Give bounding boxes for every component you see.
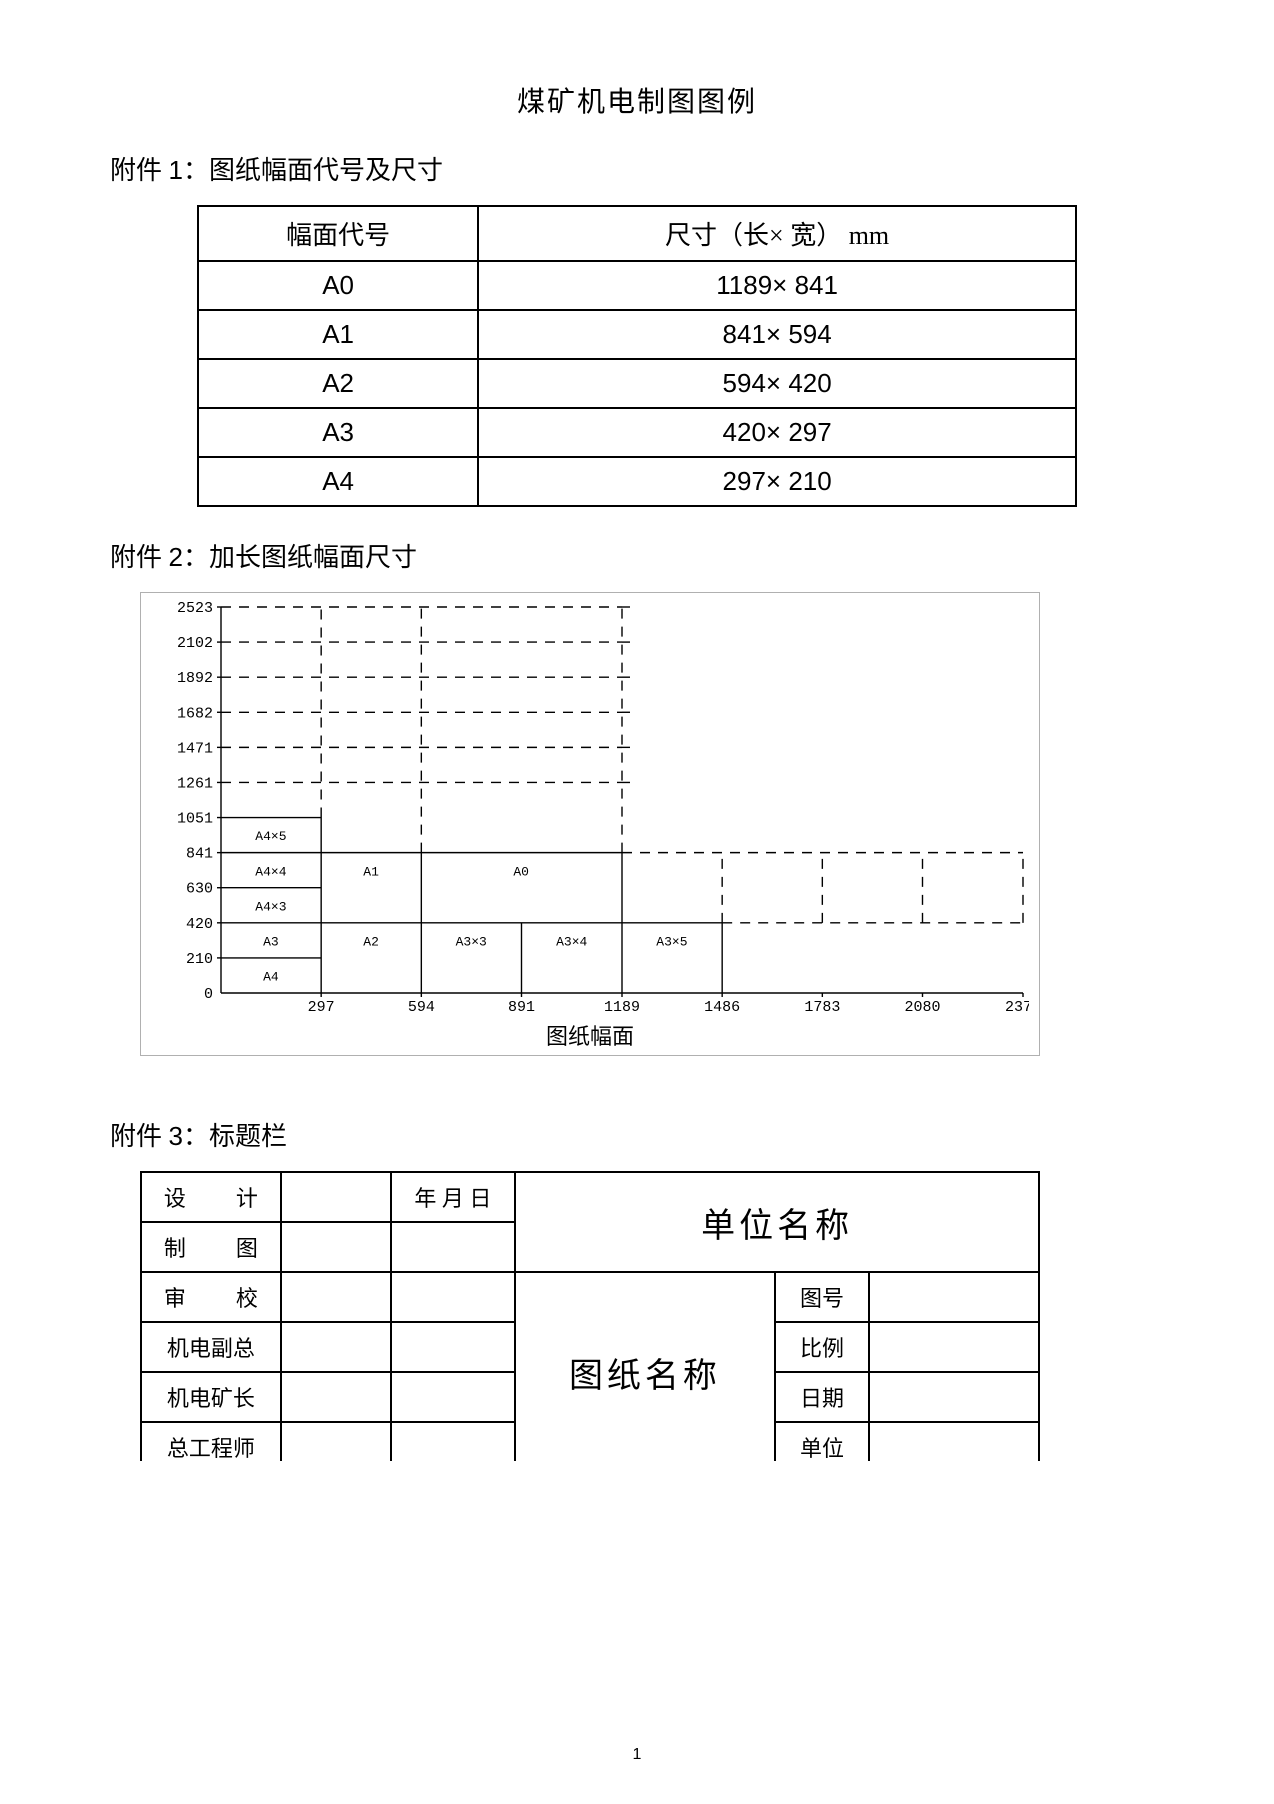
svg-text:297: 297 xyxy=(308,999,335,1016)
tb-blank xyxy=(281,1172,391,1222)
tb-blank xyxy=(281,1422,391,1461)
tb-blank xyxy=(869,1422,1039,1461)
heading-num: 3 xyxy=(169,1121,183,1151)
svg-text:2080: 2080 xyxy=(904,999,940,1016)
svg-text:1486: 1486 xyxy=(704,999,740,1016)
page-number: 1 xyxy=(0,1746,1274,1764)
paper-size-table: 幅面代号 尺寸（长× 宽） mm A01189× 841A1841× 594A2… xyxy=(197,205,1077,507)
titleblock-table: 设 计 年 月 日 单位名称 制 图 审 校 图纸名称 图号 机电副总 xyxy=(140,1171,1040,1461)
svg-text:2102: 2102 xyxy=(177,635,213,652)
attachment2-heading: 附件 2：加长图纸幅面尺寸 xyxy=(110,537,1164,574)
heading-num: 1 xyxy=(169,155,183,185)
size-table-col2: 尺寸（长× 宽） mm xyxy=(478,206,1076,261)
svg-text:A3: A3 xyxy=(263,934,279,949)
svg-text:891: 891 xyxy=(508,999,535,1016)
svg-text:A3×3: A3×3 xyxy=(456,934,487,949)
tb-blank xyxy=(391,1422,516,1461)
svg-text:A4×5: A4×5 xyxy=(255,829,286,844)
tb-left-0: 设 计 xyxy=(141,1172,281,1222)
tb-left-2: 审 校 xyxy=(141,1272,281,1322)
svg-text:1783: 1783 xyxy=(804,999,840,1016)
svg-text:A4×3: A4×3 xyxy=(255,899,286,914)
tb-blank xyxy=(281,1222,391,1272)
tb-blank xyxy=(869,1372,1039,1422)
heading-suffix: ：加长图纸幅面尺寸 xyxy=(183,543,417,572)
size-code: A0 xyxy=(198,261,478,310)
tb-left-4: 机电矿长 xyxy=(141,1372,281,1422)
tb-unit-name: 单位名称 xyxy=(515,1172,1039,1272)
chart-caption: 图纸幅面 xyxy=(151,1019,1029,1051)
tb-right-0: 图号 xyxy=(775,1272,870,1322)
svg-text:1682: 1682 xyxy=(177,705,213,722)
tb-right-1: 比例 xyxy=(775,1322,870,1372)
svg-text:594: 594 xyxy=(408,999,435,1016)
heading-suffix: ：图纸幅面代号及尺寸 xyxy=(183,156,443,185)
size-code: A3 xyxy=(198,408,478,457)
svg-text:A4×4: A4×4 xyxy=(255,864,286,879)
tb-drawing-name: 图纸名称 xyxy=(515,1272,774,1461)
tb-right-3: 单位 xyxy=(775,1422,870,1461)
svg-text:1471: 1471 xyxy=(177,740,213,757)
tb-date-label: 年 月 日 xyxy=(391,1172,516,1222)
size-table-col1: 幅面代号 xyxy=(198,206,478,261)
size-dim: 594× 420 xyxy=(478,359,1076,408)
svg-text:1051: 1051 xyxy=(177,811,213,828)
svg-text:A4: A4 xyxy=(263,969,279,984)
tb-left-3: 机电副总 xyxy=(141,1322,281,1372)
svg-text:210: 210 xyxy=(186,951,213,968)
svg-text:1261: 1261 xyxy=(177,775,213,792)
svg-text:841: 841 xyxy=(186,846,213,863)
svg-text:A1: A1 xyxy=(363,864,379,879)
size-code: A2 xyxy=(198,359,478,408)
svg-text:420: 420 xyxy=(186,916,213,933)
page-title: 煤矿机电制图图例 xyxy=(110,80,1164,120)
svg-text:2523: 2523 xyxy=(177,601,213,617)
tb-blank xyxy=(391,1222,516,1272)
tb-blank xyxy=(869,1272,1039,1322)
tb-blank xyxy=(281,1322,391,1372)
attachment3-heading: 附件 3：标题栏 xyxy=(110,1116,1164,1153)
tb-blank xyxy=(281,1372,391,1422)
svg-text:1892: 1892 xyxy=(177,670,213,687)
svg-text:A3×5: A3×5 xyxy=(656,934,687,949)
tb-right-2: 日期 xyxy=(775,1372,870,1422)
size-dim: 1189× 841 xyxy=(478,261,1076,310)
tb-blank xyxy=(869,1322,1039,1372)
svg-text:630: 630 xyxy=(186,881,213,898)
heading-suffix: ：标题栏 xyxy=(183,1122,287,1151)
heading-prefix: 附件 xyxy=(110,1122,162,1151)
size-dim: 420× 297 xyxy=(478,408,1076,457)
heading-num: 2 xyxy=(169,542,183,572)
heading-prefix: 附件 xyxy=(110,543,162,572)
size-dim: 297× 210 xyxy=(478,457,1076,506)
titleblock-container: 设 计 年 月 日 单位名称 制 图 审 校 图纸名称 图号 机电副总 xyxy=(140,1171,1040,1461)
tb-blank xyxy=(281,1272,391,1322)
tb-left-5: 总工程师 xyxy=(141,1422,281,1461)
tb-blank xyxy=(391,1372,516,1422)
attachment1-heading: 附件 1：图纸幅面代号及尺寸 xyxy=(110,150,1164,187)
svg-text:1189: 1189 xyxy=(604,999,640,1016)
svg-text:A2: A2 xyxy=(363,934,379,949)
heading-prefix: 附件 xyxy=(110,156,162,185)
svg-text:0: 0 xyxy=(204,986,213,1003)
tb-blank xyxy=(391,1272,516,1322)
svg-text:A3×4: A3×4 xyxy=(556,934,587,949)
svg-text:A0: A0 xyxy=(513,864,529,879)
extended-size-chart: 0 210 420 630 841 1051 1261 1471 1682 1892 2102 252… xyxy=(140,592,1040,1056)
tb-blank xyxy=(391,1322,516,1372)
size-dim: 841× 594 xyxy=(478,310,1076,359)
size-code: A1 xyxy=(198,310,478,359)
size-code: A4 xyxy=(198,457,478,506)
tb-left-1: 制 图 xyxy=(141,1222,281,1272)
svg-text:2378: 2378 xyxy=(1005,999,1029,1016)
